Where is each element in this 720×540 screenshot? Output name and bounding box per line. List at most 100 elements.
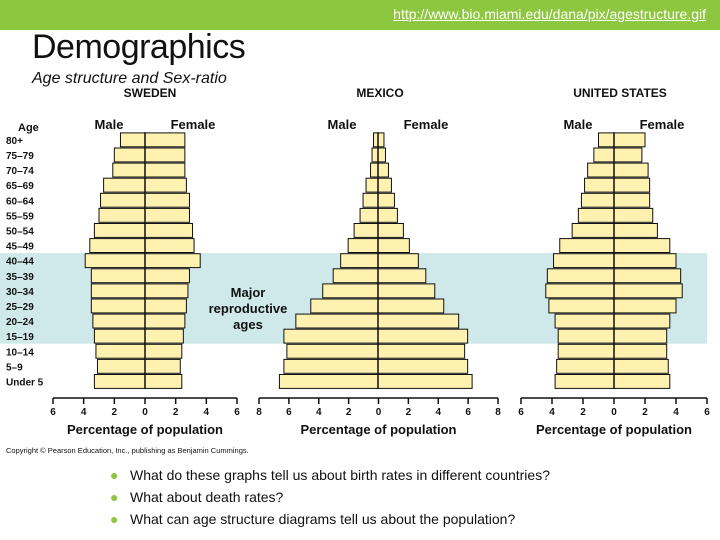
- x-tick-label: 2: [580, 407, 586, 418]
- male-bar: [93, 223, 146, 238]
- female-bar: [377, 207, 398, 223]
- female-bar: [144, 253, 201, 269]
- male-bar: [557, 343, 615, 359]
- male-bar: [546, 268, 615, 284]
- bullet-item: ● What can age structure diagrams tell us…: [110, 508, 550, 530]
- x-tick-label: 6: [50, 407, 56, 418]
- female-bar: [613, 132, 646, 148]
- bullet-icon: ●: [110, 511, 119, 527]
- band-label: Major: [231, 285, 266, 300]
- female-bar: [377, 177, 392, 193]
- x-tick-label: 0: [376, 407, 382, 418]
- female-header: Female: [404, 117, 449, 132]
- male-bar: [559, 238, 615, 254]
- bullet-icon: ●: [110, 467, 119, 483]
- x-tick-label: 4: [435, 407, 441, 418]
- female-header: Female: [640, 117, 685, 132]
- male-bar: [584, 177, 615, 193]
- country-name: UNITED STATES: [573, 86, 667, 100]
- male-bar: [548, 298, 615, 314]
- x-tick-label: 2: [406, 407, 412, 418]
- band-label: reproductive: [209, 301, 288, 316]
- female-bar: [613, 298, 677, 314]
- male-bar: [370, 162, 379, 178]
- female-bar: [613, 283, 683, 299]
- x-tick-label: 2: [642, 407, 648, 418]
- x-axis-label: Percentage of population: [300, 422, 456, 437]
- age-tick-label: 70–74: [6, 166, 34, 177]
- male-bar: [340, 253, 379, 269]
- female-bar: [144, 283, 189, 299]
- x-tick-label: 4: [316, 407, 322, 418]
- male-bar: [103, 177, 146, 193]
- male-bar: [278, 374, 379, 389]
- male-bar: [557, 328, 615, 344]
- female-bar: [377, 132, 385, 148]
- male-header: Male: [328, 117, 357, 132]
- female-bar: [377, 283, 436, 299]
- female-bar: [377, 358, 469, 374]
- page-title: Demographics: [32, 28, 246, 66]
- age-tick-label: 5–9: [6, 362, 23, 373]
- male-bar: [92, 313, 146, 329]
- male-bar: [571, 223, 615, 238]
- female-bar: [613, 192, 651, 208]
- male-bar: [90, 268, 146, 284]
- female-bar: [613, 177, 651, 193]
- female-bar: [613, 313, 671, 329]
- female-bar: [377, 298, 445, 314]
- male-header: Male: [564, 117, 593, 132]
- male-bar: [95, 343, 146, 359]
- x-tick-label: 4: [549, 407, 555, 418]
- age-tick-label: 75–79: [6, 151, 34, 162]
- female-bar: [613, 207, 654, 223]
- female-bar: [144, 223, 194, 238]
- x-tick-label: 6: [704, 407, 710, 418]
- female-bar: [144, 207, 190, 223]
- source-link[interactable]: http://www.bio.miami.edu/dana/pix/agestr…: [393, 6, 706, 22]
- age-structure-figure: Age Under 5 5–9 10–14 15–19 20–24 25–29 30–34 35…: [0, 86, 710, 455]
- female-bar: [144, 358, 181, 374]
- x-tick-label: 6: [234, 407, 240, 418]
- female-bar: [377, 238, 410, 254]
- female-bar: [144, 328, 184, 344]
- copyright-text: Copyright © Pearson Education, Inc., pub…: [6, 446, 249, 455]
- age-tick-label: 35–39: [6, 272, 34, 283]
- age-tick-label: 60–64: [6, 196, 34, 207]
- female-bar: [377, 147, 386, 163]
- x-tick-label: 2: [346, 407, 352, 418]
- female-bar: [613, 343, 668, 359]
- x-tick-label: 8: [495, 407, 501, 418]
- female-bar: [613, 223, 658, 238]
- female-bar: [377, 374, 473, 389]
- female-bar: [377, 268, 427, 284]
- male-bar: [353, 223, 379, 238]
- female-bar: [613, 253, 677, 269]
- age-tick-label: 30–34: [6, 287, 34, 298]
- x-tick-label: 8: [256, 407, 262, 418]
- x-tick-label: 6: [518, 407, 524, 418]
- female-bar: [144, 238, 195, 254]
- age-tick-label: 10–14: [6, 347, 34, 358]
- male-bar: [598, 132, 615, 148]
- female-bar: [144, 192, 190, 208]
- x-tick-label: 0: [142, 407, 148, 418]
- x-axis-label: Percentage of population: [67, 422, 223, 437]
- male-bar: [295, 313, 379, 329]
- male-bar: [90, 298, 146, 314]
- age-tick-label: 15–19: [6, 332, 34, 343]
- female-bar: [144, 374, 183, 389]
- female-bar: [377, 162, 389, 178]
- bullet-item: ● What do these graphs tell us about birt…: [110, 464, 550, 486]
- male-bar: [556, 358, 615, 374]
- male-bar: [286, 343, 379, 359]
- reproductive-band: [0, 253, 707, 344]
- age-tick-label: 50–54: [6, 227, 34, 238]
- male-bar: [332, 268, 379, 284]
- male-bar: [283, 328, 379, 344]
- female-bar: [377, 313, 460, 329]
- female-bar: [144, 298, 187, 314]
- male-bar: [96, 358, 146, 374]
- female-header: Female: [171, 117, 216, 132]
- age-tick-label: 55–59: [6, 211, 34, 222]
